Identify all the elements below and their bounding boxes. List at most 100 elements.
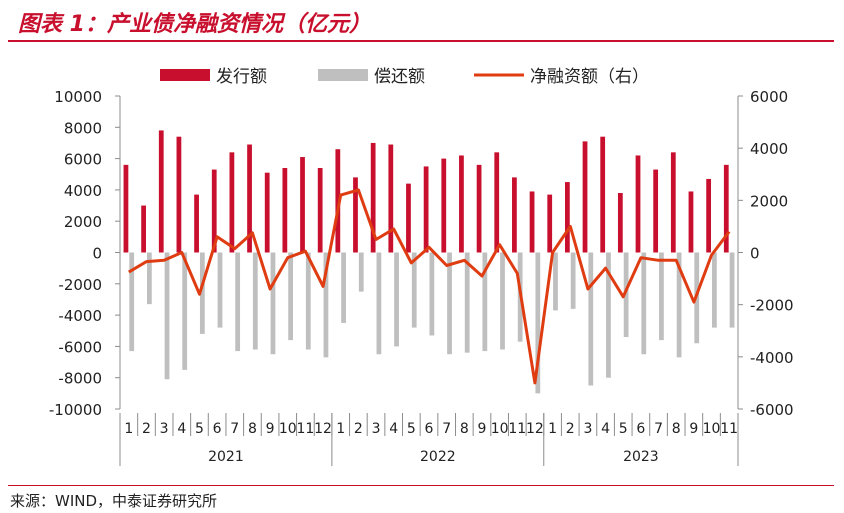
month-label: 2 (354, 421, 363, 437)
left-tick-label: -10000 (49, 401, 102, 419)
repay-bar (394, 252, 399, 347)
legend: 发行额 偿还额 净融资额（右） (160, 67, 649, 87)
legend-swatch-bar (160, 69, 210, 81)
issue-bar (547, 194, 553, 253)
right-tick-label: 6000 (750, 88, 788, 106)
issue-bar (476, 164, 482, 253)
right-axis: 6000 4000 2000 0 -2000 -4000 -6000 (737, 88, 794, 419)
repay-bar (376, 252, 382, 355)
left-tick-label: 0 (92, 245, 102, 263)
source-rule (8, 485, 834, 486)
month-label: 5 (619, 421, 628, 437)
month-label: 7 (654, 421, 663, 437)
repay-bar (447, 252, 452, 355)
repay-bar (164, 252, 170, 380)
month-label: 8 (460, 421, 469, 437)
repay-bar (323, 252, 329, 358)
month-label: 1 (336, 421, 345, 437)
month-label: 5 (407, 421, 416, 437)
right-tick-label: 4000 (750, 140, 788, 158)
repay-bar (464, 252, 470, 353)
repay-bar (623, 252, 629, 338)
issue-bar (282, 167, 288, 253)
issue-bar (600, 136, 606, 253)
issue-bar (423, 166, 429, 253)
left-tick-label: -4000 (58, 307, 102, 325)
left-tick-label: 4000 (64, 182, 102, 200)
legend-label: 偿还额 (374, 67, 425, 87)
issue-bar (353, 177, 358, 253)
right-tick-label: -2000 (750, 297, 794, 315)
repay-bar (570, 252, 576, 309)
left-tick-label: -8000 (58, 370, 102, 388)
line-layer (128, 188, 731, 385)
repay-bar (146, 252, 152, 305)
repay-bar (288, 252, 294, 341)
issue-bar (653, 169, 659, 253)
left-tick-label: 2000 (64, 213, 102, 231)
month-label: 10 (279, 421, 297, 437)
repay-bar (729, 252, 735, 328)
issue-bar (688, 191, 694, 253)
month-label: 2 (566, 421, 575, 437)
title-rule (8, 40, 834, 42)
repay-bar (235, 252, 241, 352)
month-label: 7 (230, 421, 239, 437)
repay-bar (606, 252, 611, 378)
right-tick-label: 0 (750, 245, 760, 263)
chart-svg: 发行额 偿还额 净融资额（右） 10000 8000 6000 4000 2000 0 -200… (49, 67, 794, 466)
repay-bar (305, 252, 311, 350)
month-label: 6 (425, 421, 434, 437)
repay-bar (500, 252, 505, 350)
repay-bar (553, 252, 558, 311)
repay-bar (341, 252, 346, 323)
issue-bar (582, 141, 588, 253)
right-tick-label: -4000 (750, 349, 794, 367)
issue-bar (300, 157, 305, 253)
issue-bar (459, 155, 464, 253)
left-axis: 10000 8000 6000 4000 2000 0 -2000 -4000 -6000 -80… (49, 88, 121, 419)
month-label: 7 (442, 421, 451, 437)
issue-bar (670, 152, 676, 253)
repay-bar (270, 252, 276, 355)
x-axis: 1 2 3 4 5 6 7 8 9 10 11 12 1 2 3 4 5 6 7 8 9 10 11 12 1 2 3 4 5 6 7 8 9 1… (119, 413, 739, 466)
year-label: 2023 (623, 449, 659, 465)
month-label: 3 (583, 421, 592, 437)
repay-bar (411, 252, 417, 328)
month-label: 6 (636, 421, 645, 437)
issue-bar (723, 164, 729, 253)
repay-bar (217, 252, 223, 328)
issue-bar (317, 167, 323, 253)
repay-bar (182, 252, 188, 370)
repay-bar (676, 252, 682, 358)
issue-bar (211, 169, 217, 253)
issue-bar (706, 178, 712, 253)
issue-bar (229, 152, 235, 253)
left-tick-label: 10000 (54, 88, 102, 106)
legend-swatch-bar (318, 69, 368, 81)
month-label: 4 (601, 421, 610, 437)
issue-bar (158, 130, 164, 253)
month-label: 6 (213, 421, 222, 437)
issue-bar (123, 164, 129, 253)
repay-bar (252, 252, 258, 350)
repay-bar (358, 252, 364, 292)
repay-bar (482, 252, 488, 352)
month-label: 2 (142, 421, 151, 437)
left-tick-label: 6000 (64, 151, 102, 169)
year-label: 2021 (208, 449, 244, 465)
month-label: 1 (124, 421, 133, 437)
issue-bar (441, 158, 447, 253)
legend-label: 发行额 (216, 67, 267, 87)
month-label: 10 (703, 421, 721, 437)
issue-bar (247, 144, 252, 253)
month-label: 9 (478, 421, 487, 437)
issue-bar (635, 155, 641, 253)
month-label: 1 (548, 421, 557, 437)
issue-bar (564, 182, 570, 253)
issue-bar (529, 191, 535, 253)
issue-bar (406, 183, 411, 253)
month-label: 11 (296, 421, 314, 437)
repay-bar (535, 252, 541, 394)
repay-bar (641, 252, 647, 355)
